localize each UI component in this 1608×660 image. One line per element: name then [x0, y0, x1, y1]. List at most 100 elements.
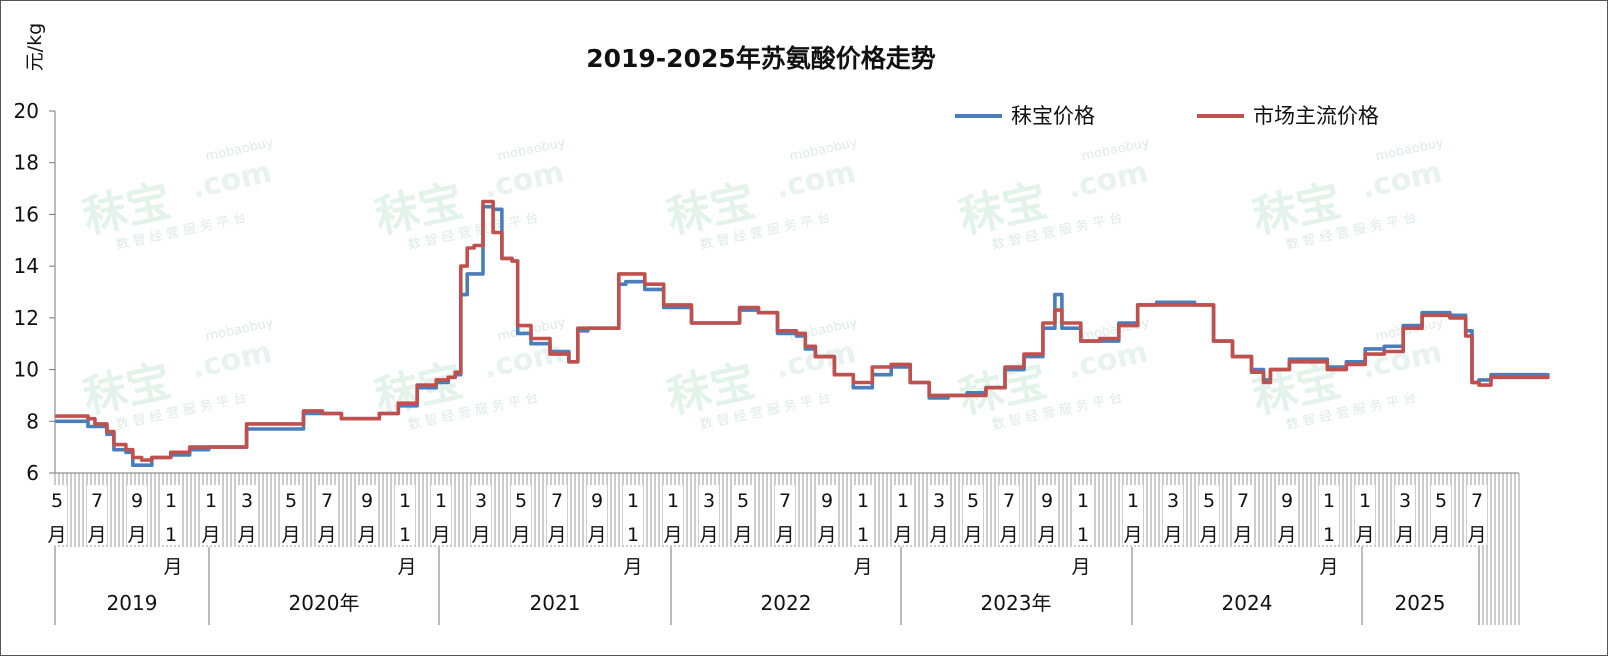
x-tick-unit: 月 — [775, 524, 794, 546]
y-tick-label: 18 — [14, 151, 39, 175]
x-tick-unit: 月 — [699, 524, 718, 546]
x-tick-month: 3 — [241, 490, 253, 512]
x-year-label-bg — [742, 587, 830, 615]
x-tick-unit: 月 — [281, 524, 300, 546]
x-tick-month: 1 — [1323, 490, 1335, 512]
x-tick-month: 1 — [205, 490, 217, 512]
x-nov-month-label: 月 — [163, 556, 182, 578]
x-year-label: 2025 — [1395, 591, 1446, 615]
x-tick-unit: 月 — [1233, 524, 1252, 546]
x-tick-unit: 月 — [47, 524, 66, 546]
x-year-label-bg — [1376, 587, 1464, 615]
x-tick-label-bg — [511, 485, 531, 545]
x-tick-label-bg — [1467, 485, 1487, 545]
x-tick-unit: 月 — [201, 524, 220, 546]
chart-title: 2019-2025年苏氨酸价格走势 — [586, 44, 936, 73]
x-tick-month: 1 — [1359, 490, 1371, 512]
x-year-label: 2021 — [530, 591, 581, 615]
x-tick-label-bg — [853, 485, 873, 545]
y-axis: 6 8 10 12 14 16 18 20 — [14, 99, 56, 485]
x-year-label: 2020年 — [289, 591, 360, 615]
x-tick-label-bg — [733, 485, 753, 545]
x-tick-label-bg — [87, 485, 107, 545]
x-tick-label-bg — [47, 485, 67, 545]
x-tick-month: 7 — [779, 490, 791, 512]
x-tick-label-bg — [201, 485, 221, 545]
x-tick-unit: 月 — [893, 524, 912, 546]
x-tick-unit: 月 — [1199, 524, 1218, 546]
x-tick-month: 9 — [361, 490, 373, 512]
x-tick-month: 5 — [515, 490, 527, 512]
x-tick-unit: 月 — [87, 524, 106, 546]
watermark-com-text: .com — [188, 335, 275, 386]
x-tick-month: 7 — [91, 490, 103, 512]
x-year-label-bg — [88, 587, 176, 615]
x-tick-label-bg — [1037, 485, 1057, 545]
x-tick-month: 7 — [321, 490, 333, 512]
x-tick-label-bg — [127, 485, 147, 545]
x-tick-label-bg — [161, 485, 181, 545]
x-tick-unit: 月 — [929, 524, 948, 546]
x-tick-month: 9 — [1281, 490, 1293, 512]
series-lines — [55, 199, 1550, 467]
x-nov-month-label: 月 — [1071, 556, 1090, 578]
x-tick-month: 3 — [475, 490, 487, 512]
x-tick-label-bg — [1355, 485, 1375, 545]
x-tick-label-bg — [663, 485, 683, 545]
x-tick-label-bg — [623, 485, 643, 545]
series-line-market — [55, 199, 1550, 462]
x-tick-month: 7 — [1237, 490, 1249, 512]
watermark-com-text: .com — [1358, 155, 1445, 206]
x-tick-month: 5 — [737, 490, 749, 512]
legend-label-mobao: 秣宝价格 — [1011, 104, 1095, 128]
y-tick-label: 6 — [26, 461, 39, 485]
x-tick-unit: 月 — [587, 524, 606, 546]
x-tick-month: 1 — [857, 490, 869, 512]
y-tick-label: 14 — [14, 254, 39, 278]
watermark-com-text: .com — [480, 335, 567, 386]
x-tick-month: 9 — [591, 490, 603, 512]
x-tick-label-bg — [929, 485, 949, 545]
x-tick-month: 3 — [933, 490, 945, 512]
x-tick-month: 1 — [165, 490, 177, 512]
x-tick-month: 7 — [551, 490, 563, 512]
x-tick-unit: 月 — [431, 524, 450, 546]
x-nov-label-bg — [396, 553, 418, 577]
x-tick-month: 9 — [131, 490, 143, 512]
y-tick-label: 20 — [14, 99, 39, 123]
x-tick-month: 1 — [1127, 490, 1139, 512]
x-tick-month: 5 — [967, 490, 979, 512]
x-tick-label-bg — [817, 485, 837, 545]
x-tick-month: 1 — [627, 490, 639, 512]
x-nov-label-bg — [1318, 553, 1340, 577]
x-tick-month: 5 — [1203, 490, 1215, 512]
x-tick-label-bg — [431, 485, 451, 545]
x-tick-unit: 1 — [627, 524, 639, 546]
x-tick-unit: 月 — [547, 524, 566, 546]
y-tick-label: 10 — [14, 358, 39, 382]
x-tick-label-bg — [1233, 485, 1253, 545]
x-tick-label-bg — [963, 485, 983, 545]
x-tick-unit: 月 — [1395, 524, 1414, 546]
x-tick-label-bg — [1163, 485, 1183, 545]
legend: 秣宝价格 市场主流价格 — [955, 104, 1379, 128]
watermark-layer: 秣宝 .commobaobuy数 智 经 营 服 务 平 台秣宝 .commobao… — [79, 135, 1445, 433]
x-tick-month: 1 — [897, 490, 909, 512]
x-tick-unit: 1 — [1077, 524, 1089, 546]
x-nov-label-bg — [852, 553, 874, 577]
x-tick-month: 1 — [399, 490, 411, 512]
x-tick-label-bg — [1199, 485, 1219, 545]
x-year-label: 2024 — [1222, 591, 1273, 615]
y-tick-label: 16 — [14, 202, 39, 226]
x-tick-unit: 1 — [165, 524, 177, 546]
watermark-com-text: .com — [772, 335, 859, 386]
x-year-label: 2023年 — [981, 591, 1052, 615]
x-tick-month: 3 — [1167, 490, 1179, 512]
x-nov-month-label: 月 — [853, 556, 872, 578]
watermark-com-text: .com — [188, 155, 275, 206]
